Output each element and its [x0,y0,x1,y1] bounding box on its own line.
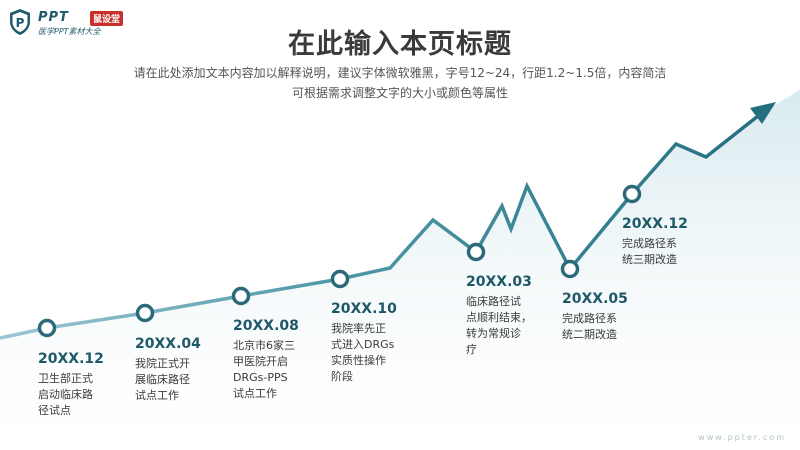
milestone-year: 20XX.03 [466,274,532,290]
milestone-desc: 卫生部正式 启动临床路 径试点 [38,372,93,417]
shield-icon: P [10,9,30,35]
milestone-7: 20XX.12 完成路径系 统三期改造 [622,214,732,268]
page-subtitle: 请在此处添加文本内容加以解释说明，建议字体微软雅黑，字号12~24，行距1.2~… [100,63,700,103]
subtitle-line: 请在此处添加文本内容加以解释说明，建议字体微软雅黑，字号12~24，行距1.2~… [133,66,667,80]
trend-line [0,110,765,340]
milestone-marker [37,318,57,338]
milestone-desc: 临床路径试 点顺利结束， 转为常规诊 疗 [466,295,532,356]
milestone-desc: 完成路径系 统二期改造 [562,312,617,341]
milestone-desc: 完成路径系 统三期改造 [622,237,677,266]
svg-text:P: P [16,16,25,30]
logo-subtitle: 医学PPT素材大全 [38,27,101,36]
milestone-1: 20XX.12 卫生部正式 启动临床路 径试点 [38,349,148,419]
milestone-year: 20XX.04 [135,336,201,352]
milestone-2: 20XX.04 我院正式开 展临床路径 试点工作 [135,334,245,404]
milestone-desc: 我院正式开 展临床路径 试点工作 [135,357,190,402]
logo: P PPT 鼠设堂 医学PPT素材大全 [8,8,138,38]
milestone-year: 20XX.12 [622,216,688,232]
milestone-year: 20XX.08 [233,318,299,334]
milestone-marker [560,259,580,279]
trend-area [0,90,800,450]
milestone-year: 20XX.05 [562,291,628,307]
milestone-desc: 我院率先正 式进入DRGs 实质性操作 阶段 [331,322,395,383]
logo-brand: PPT [38,10,69,25]
milestone-3: 20XX.08 北京市6家三 甲医院开启 DRGs-PPS 试点工作 [233,316,343,402]
milestone-year: 20XX.10 [331,301,397,317]
milestone-marker [231,286,251,306]
milestone-5: 20XX.03 临床路径试 点顺利结束， 转为常规诊 疗 [466,272,576,358]
milestone-6: 20XX.05 完成路径系 统二期改造 [562,289,672,343]
milestone-desc: 北京市6家三 甲医院开启 DRGs-PPS 试点工作 [233,339,295,400]
trend-arrowhead [750,102,776,124]
milestone-4: 20XX.10 我院率先正 式进入DRGs 实质性操作 阶段 [331,299,441,385]
milestone-marker [135,303,155,323]
milestone-marker [330,269,350,289]
milestone-marker [466,242,486,262]
page-title: 在此输入本页标题 [288,29,512,60]
milestone-marker [622,184,642,204]
watermark: www.ppter.com [698,433,786,442]
logo-badge: 鼠设堂 [90,11,124,26]
milestone-year: 20XX.12 [38,351,104,367]
subtitle-line: 可根据需求调整文字的大小或颜色等属性 [291,86,508,100]
